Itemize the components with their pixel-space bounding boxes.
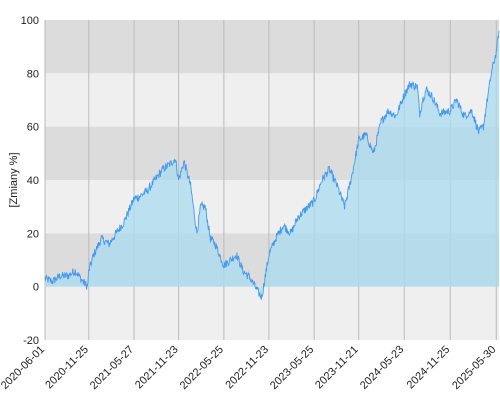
x-tick-label: 2021-11-23: [133, 344, 181, 392]
y-axis-ticks: -20 0 20 40 60 80 100: [21, 15, 39, 347]
y-tick-label: 40: [27, 175, 39, 187]
x-tick-label: 2024-11-25: [405, 344, 453, 392]
y-tick-label: 80: [27, 68, 39, 80]
x-tick-label: 2023-05-25: [268, 344, 316, 392]
y-axis-title: [Zmiany %]: [8, 152, 20, 207]
x-axis-ticks: 2020-06-012020-11-252021-05-272021-11-23…: [0, 344, 498, 392]
series-area-0: [45, 30, 499, 300]
x-tick-label: 2022-11-23: [223, 344, 271, 392]
series-layer: [44, 30, 500, 300]
x-tick-label: 2021-05-27: [88, 344, 136, 392]
band-1: [45, 20, 499, 74]
y-tick-label: -20: [23, 335, 39, 347]
band-6: [45, 286, 499, 340]
x-tick-label: 2022-05-25: [178, 344, 226, 392]
series-line-0: [44, 30, 500, 300]
x-tick-label: 2024-05-23: [358, 344, 406, 392]
y-tick-label: 100: [21, 15, 39, 27]
x-tick-label: 2025-05-30: [450, 344, 498, 392]
x-tick-label: 2020-11-25: [43, 344, 91, 392]
y-tick-label: 0: [33, 282, 39, 294]
x-tick-label: 2023-11-21: [313, 344, 361, 392]
x-tick-label: 2020-06-01: [0, 344, 47, 392]
y-tick-label: 60: [27, 122, 39, 134]
y-tick-label: 20: [27, 228, 39, 240]
